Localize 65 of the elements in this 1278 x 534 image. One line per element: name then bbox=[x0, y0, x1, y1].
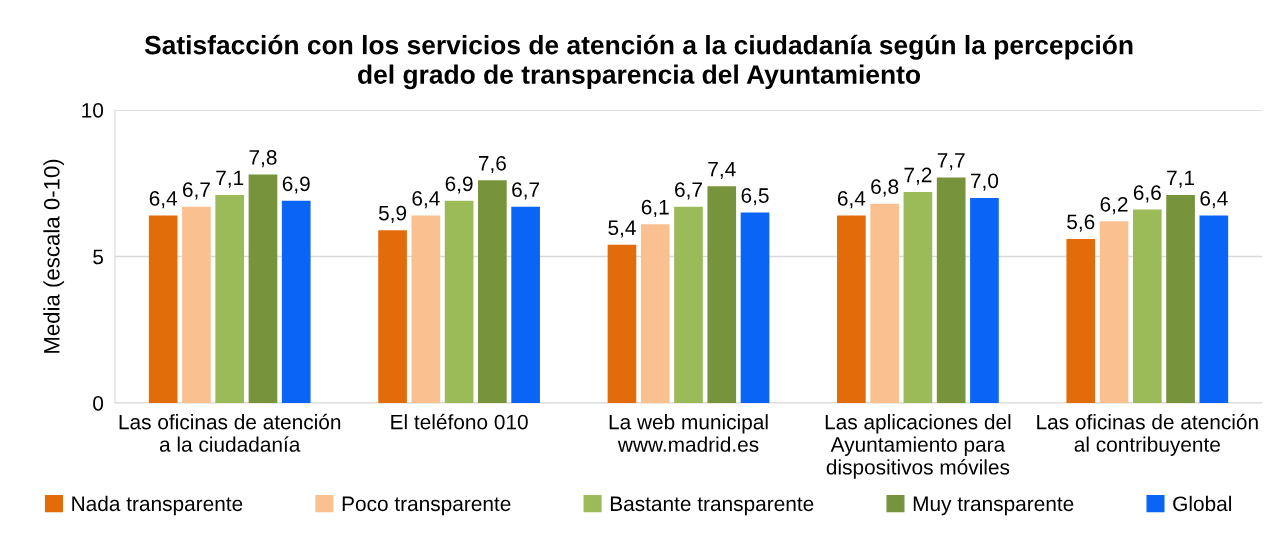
bar bbox=[378, 230, 407, 403]
bar bbox=[1066, 238, 1096, 403]
bar bbox=[640, 224, 670, 403]
bar bbox=[478, 180, 507, 403]
data-label: 6,2 bbox=[1100, 196, 1128, 215]
bar bbox=[248, 174, 278, 403]
bar bbox=[215, 194, 245, 403]
bar bbox=[411, 215, 441, 403]
x-tick-label: Las oficinas de atención a la ciudadanía bbox=[119, 413, 341, 452]
data-label: 7,4 bbox=[708, 161, 736, 179]
data-label: 6,4 bbox=[1200, 191, 1228, 209]
bar bbox=[607, 244, 637, 403]
data-label: 5,6 bbox=[1067, 214, 1095, 232]
y-tick-label: 10 bbox=[82, 103, 104, 118]
bar bbox=[674, 206, 703, 403]
data-label: 5,4 bbox=[608, 220, 636, 238]
data-label: 6,4 bbox=[837, 191, 866, 209]
x-tick-label: Las oficinas de atención al contribuyente bbox=[1037, 413, 1258, 456]
data-label: 5,9 bbox=[378, 205, 407, 223]
data-label: 7,6 bbox=[478, 155, 506, 174]
data-label: 6,4 bbox=[149, 191, 178, 209]
legend-label: Global bbox=[1173, 495, 1231, 512]
data-label: 7,7 bbox=[937, 153, 965, 171]
data-label: 6,9 bbox=[282, 176, 310, 194]
x-tick-label: La web municipal www.madrid.es bbox=[609, 414, 768, 452]
legend-label: Poco transparente bbox=[342, 496, 511, 516]
legend-label: Muy transparente bbox=[913, 496, 1074, 516]
bar bbox=[837, 215, 866, 403]
bar bbox=[970, 197, 999, 403]
data-label: 7,1 bbox=[216, 170, 244, 188]
data-label: 6,8 bbox=[871, 179, 899, 197]
bar bbox=[707, 186, 737, 403]
bar bbox=[444, 200, 474, 403]
bar bbox=[1099, 221, 1129, 403]
data-label: 7,1 bbox=[1167, 170, 1195, 188]
data-label: 6,7 bbox=[512, 182, 540, 200]
bar bbox=[148, 215, 178, 403]
y-tick-label: 5 bbox=[93, 249, 104, 265]
y-tick-label: 0 bbox=[93, 396, 104, 411]
data-label: 7,8 bbox=[249, 150, 277, 168]
data-label: 6,4 bbox=[412, 191, 440, 209]
data-label: 7,2 bbox=[904, 167, 932, 185]
bar bbox=[870, 203, 899, 403]
bar bbox=[1166, 194, 1195, 403]
data-label: 6,7 bbox=[183, 182, 210, 200]
x-tick-label: El teléfono 010 bbox=[391, 413, 528, 430]
bar bbox=[936, 177, 966, 403]
legend-label: Nada transparente bbox=[72, 495, 243, 516]
data-label: 6,1 bbox=[641, 199, 669, 218]
bar bbox=[182, 206, 211, 403]
data-label: 7,0 bbox=[971, 173, 999, 191]
y-axis-title: Media (escala 0-10) bbox=[43, 159, 65, 353]
data-label: 6,6 bbox=[1133, 185, 1161, 203]
data-label: 6,5 bbox=[741, 188, 769, 206]
bar bbox=[1199, 215, 1229, 403]
data-label: 6,7 bbox=[675, 182, 702, 200]
bar bbox=[1132, 209, 1162, 403]
x-tick-label: Las aplicaciones del Ayuntamiento para dispositivos móviles bbox=[825, 414, 1011, 479]
legend-label: Bastante transparente bbox=[610, 496, 814, 516]
bar bbox=[903, 192, 933, 403]
data-label: 6,9 bbox=[445, 176, 473, 194]
chart-title: Satisfacción con los servicios de atención a la ciudadanía según la percepción del grado de transparencia del Ayuntamiento bbox=[144, 34, 1133, 90]
bar bbox=[511, 206, 540, 403]
bar bbox=[281, 200, 311, 403]
bar bbox=[740, 212, 770, 403]
